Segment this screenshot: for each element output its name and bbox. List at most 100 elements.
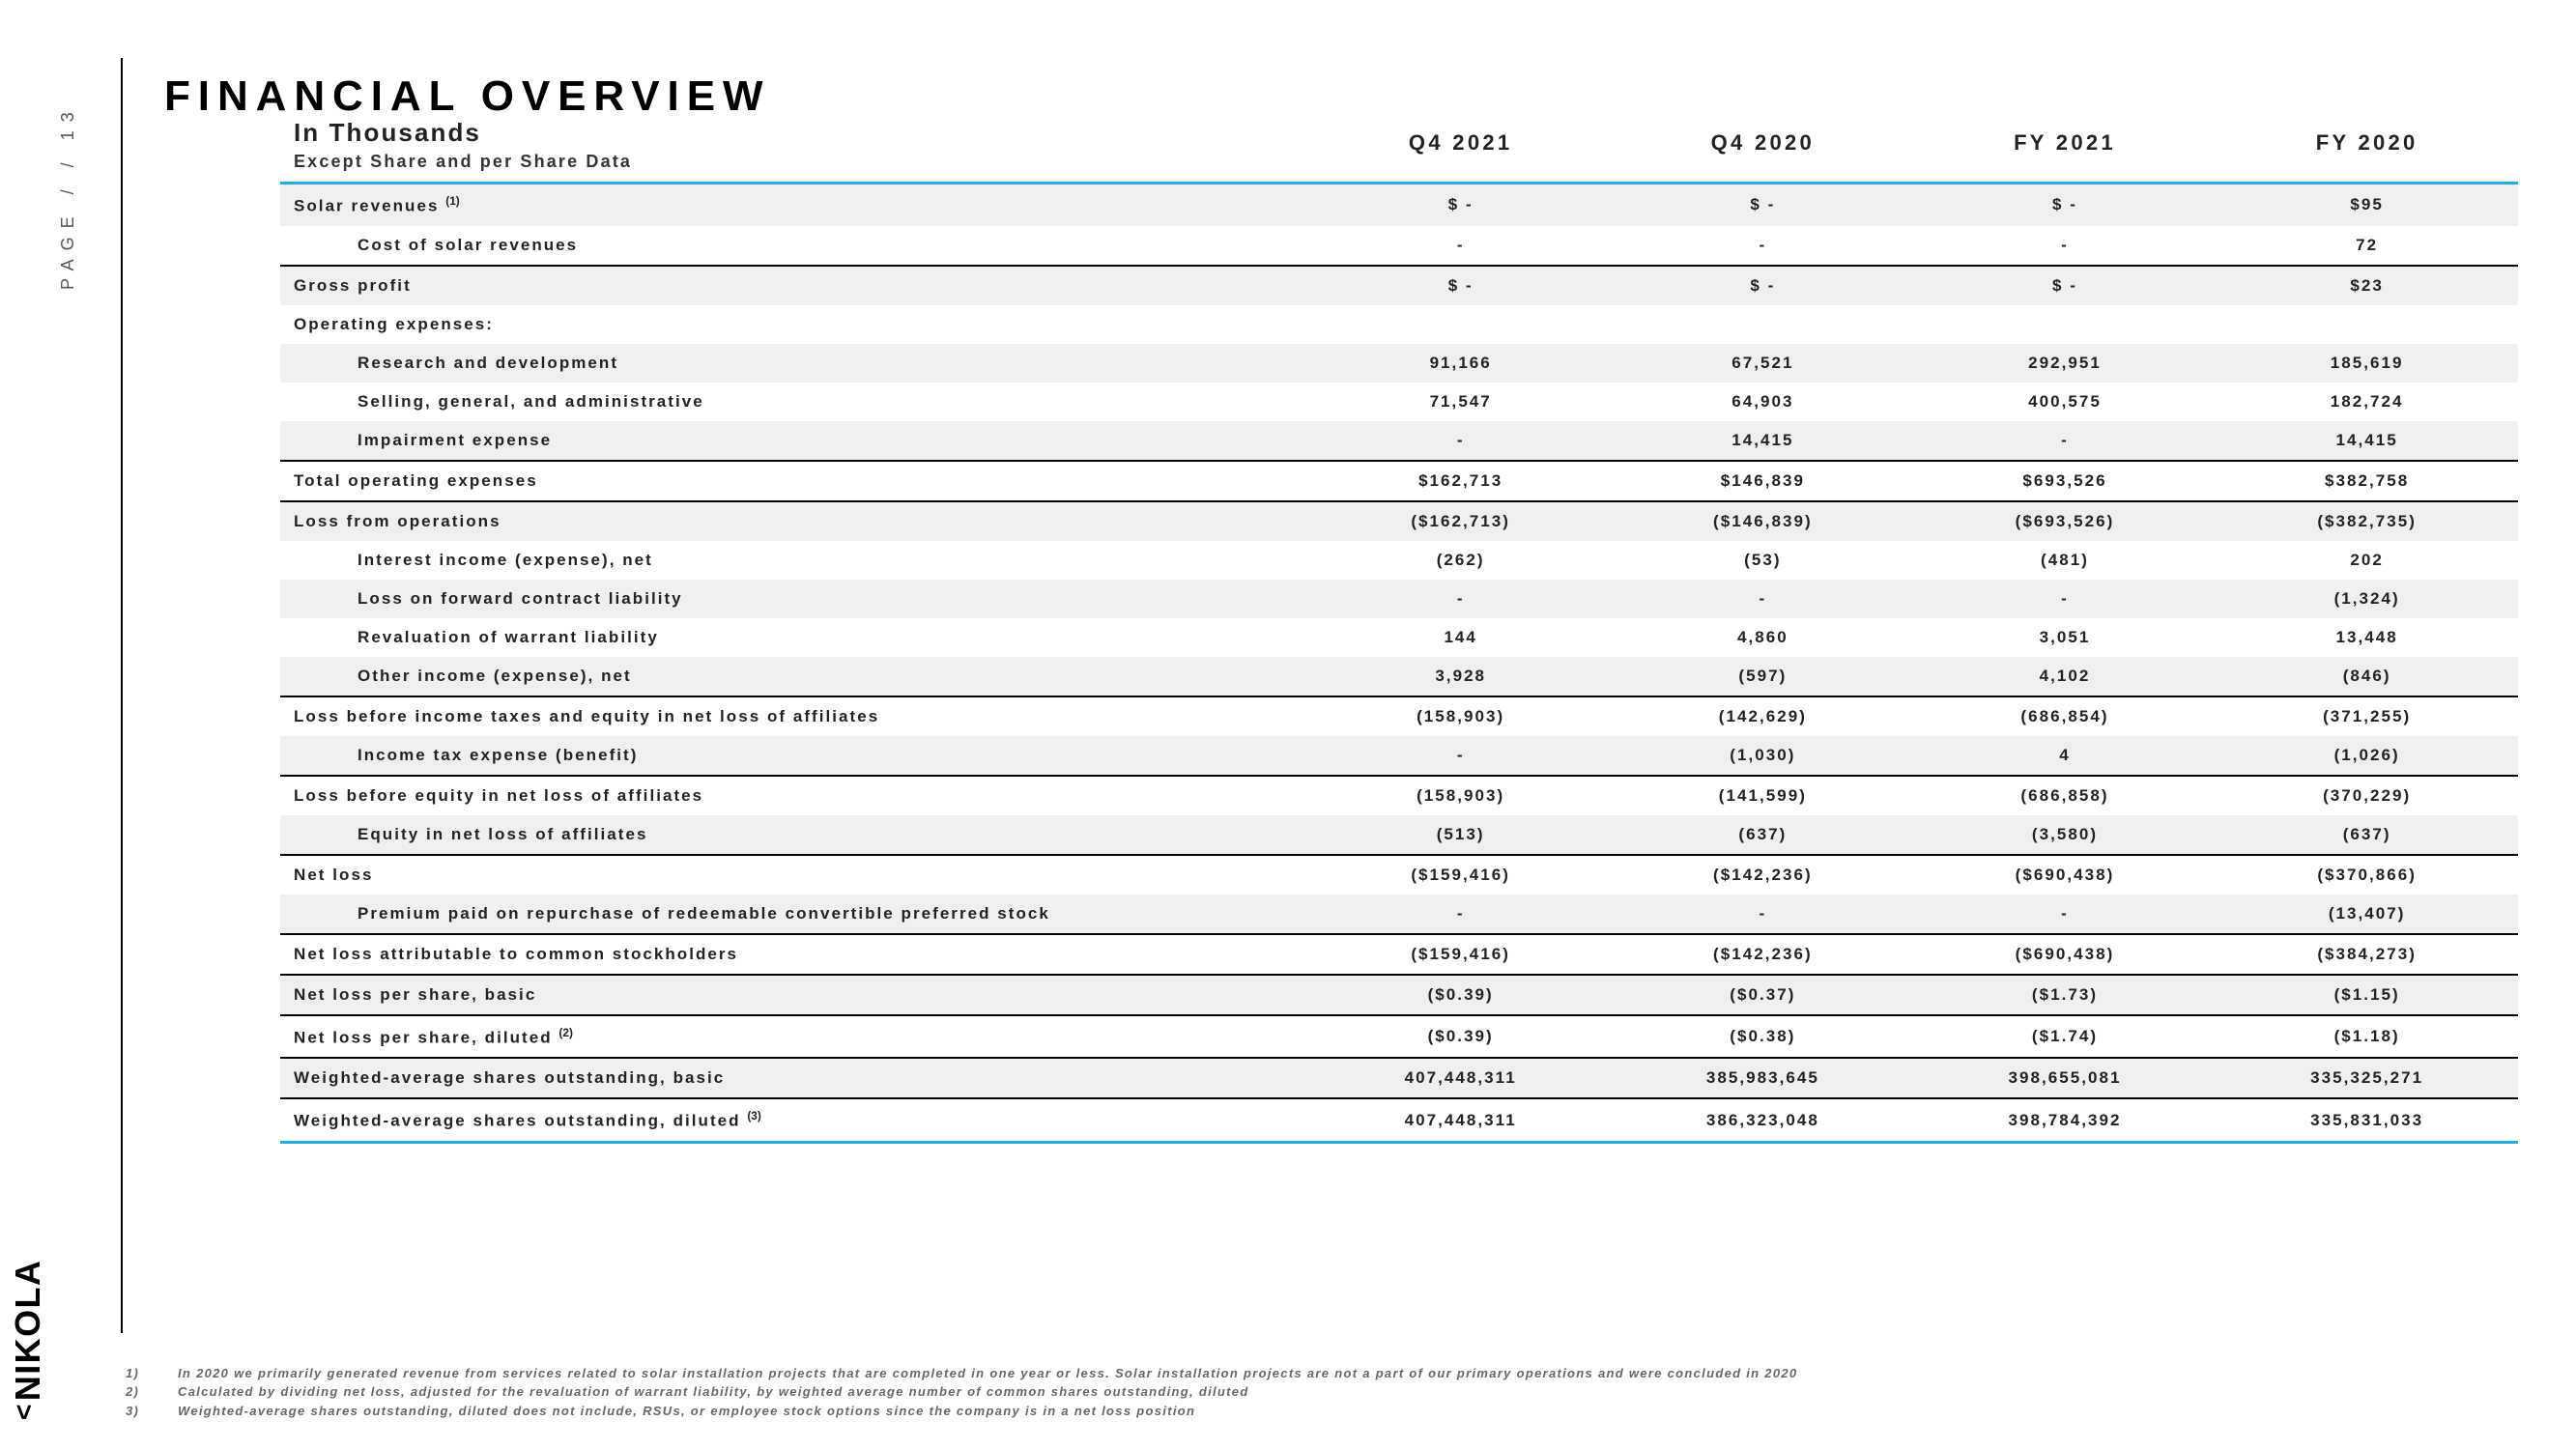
cell-value: 398,655,081: [1914, 1058, 2217, 1098]
col-header-3: FY 2020: [2216, 108, 2518, 184]
cell-value: -: [1309, 421, 1612, 461]
table-row: Revaluation of warrant liability1444,860…: [280, 618, 2518, 657]
cell-value: -: [1309, 736, 1612, 776]
cell-value: $382,758: [2216, 461, 2518, 501]
cell-value: (686,858): [1914, 776, 2217, 815]
table-header-row: In Thousands Except Share and per Share …: [280, 108, 2518, 184]
row-label: Total operating expenses: [280, 461, 1309, 501]
row-label: Loss on forward contract liability: [280, 580, 1309, 618]
cell-value: (13,407): [2216, 895, 2518, 934]
cell-value: (1,030): [1612, 736, 1914, 776]
cell-value: 4: [1914, 736, 2217, 776]
table-row: Solar revenues (1)$ -$ -$ -$95: [280, 184, 2518, 226]
cell-value: $ -: [1309, 184, 1612, 226]
cell-value: (262): [1309, 541, 1612, 580]
cell-value: -: [1612, 226, 1914, 266]
footnote-line: 3)Weighted-average shares outstanding, d…: [126, 1402, 2537, 1421]
row-label: Gross profit: [280, 266, 1309, 305]
col-header-2: FY 2021: [1914, 108, 2217, 184]
cell-value: $146,839: [1612, 461, 1914, 501]
table-header-label-cell: In Thousands Except Share and per Share …: [280, 108, 1309, 184]
row-label: Net loss attributable to common stockhol…: [280, 934, 1309, 975]
row-label: Loss before income taxes and equity in n…: [280, 696, 1309, 736]
cell-value: 14,415: [1612, 421, 1914, 461]
cell-value: ($1.74): [1914, 1015, 2217, 1059]
row-label: Income tax expense (benefit): [280, 736, 1309, 776]
cell-value: -: [1612, 895, 1914, 934]
cell-value: [1309, 305, 1612, 344]
table-row: Loss on forward contract liability---(1,…: [280, 580, 2518, 618]
cell-value: (597): [1612, 657, 1914, 696]
cell-value: $ -: [1612, 266, 1914, 305]
table-subtitle: In Thousands: [294, 118, 1296, 148]
financial-table: In Thousands Except Share and per Share …: [280, 108, 2518, 1144]
cell-value: $693,526: [1914, 461, 2217, 501]
row-label: Operating expenses:: [280, 305, 1309, 344]
row-label: Premium paid on repurchase of redeemable…: [280, 895, 1309, 934]
cell-value: 335,325,271: [2216, 1058, 2518, 1098]
cell-value: 398,784,392: [1914, 1098, 2217, 1142]
cell-value: ($0.39): [1309, 1015, 1612, 1059]
table-row: Premium paid on repurchase of redeemable…: [280, 895, 2518, 934]
footnote-text: Weighted-average shares outstanding, dil…: [178, 1402, 1195, 1421]
footnote-text: Calculated by dividing net loss, adjuste…: [178, 1382, 1249, 1402]
cell-value: $ -: [1612, 184, 1914, 226]
cell-value: (141,599): [1612, 776, 1914, 815]
table-row: Net loss per share, diluted (2)($0.39)($…: [280, 1015, 2518, 1059]
col-header-0: Q4 2021: [1309, 108, 1612, 184]
cell-value: (637): [1612, 815, 1914, 855]
table-row: Other income (expense), net3,928(597)4,1…: [280, 657, 2518, 696]
cell-value: (371,255): [2216, 696, 2518, 736]
table-row: Operating expenses:: [280, 305, 2518, 344]
table-row: Net loss per share, basic($0.39)($0.37)(…: [280, 975, 2518, 1015]
row-label: Equity in net loss of affiliates: [280, 815, 1309, 855]
cell-value: ($142,236): [1612, 934, 1914, 975]
cell-value: [1914, 305, 2217, 344]
cell-value: $ -: [1309, 266, 1612, 305]
table-subsubtitle: Except Share and per Share Data: [294, 152, 1296, 172]
cell-value: 3,928: [1309, 657, 1612, 696]
cell-value: [2216, 305, 2518, 344]
cell-value: 144: [1309, 618, 1612, 657]
row-label: Weighted-average shares outstanding, dil…: [280, 1098, 1309, 1142]
table-row: Impairment expense-14,415-14,415: [280, 421, 2518, 461]
table-row: Loss before equity in net loss of affili…: [280, 776, 2518, 815]
cell-value: 71,547: [1309, 383, 1612, 421]
cell-value: ($0.37): [1612, 975, 1914, 1015]
table-row: Gross profit$ -$ -$ -$23: [280, 266, 2518, 305]
table-row: Net loss attributable to common stockhol…: [280, 934, 2518, 975]
financial-table-region: In Thousands Except Share and per Share …: [280, 155, 2518, 1144]
table-row: Cost of solar revenues---72: [280, 226, 2518, 266]
cell-value: 91,166: [1309, 344, 1612, 383]
row-label: Cost of solar revenues: [280, 226, 1309, 266]
cell-value: -: [1914, 580, 2217, 618]
cell-value: -: [1612, 580, 1914, 618]
cell-value: -: [1309, 895, 1612, 934]
cell-value: (53): [1612, 541, 1914, 580]
footnote-ref: (2): [558, 1026, 573, 1039]
cell-value: ($0.38): [1612, 1015, 1914, 1059]
cell-value: 185,619: [2216, 344, 2518, 383]
cell-value: ($159,416): [1309, 934, 1612, 975]
cell-value: ($159,416): [1309, 855, 1612, 895]
row-label: Net loss per share, diluted (2): [280, 1015, 1309, 1059]
row-label: Research and development: [280, 344, 1309, 383]
table-row: Interest income (expense), net(262)(53)(…: [280, 541, 2518, 580]
cell-value: 13,448: [2216, 618, 2518, 657]
row-label: Revaluation of warrant liability: [280, 618, 1309, 657]
cell-value: 67,521: [1612, 344, 1914, 383]
cell-value: (846): [2216, 657, 2518, 696]
cell-value: $ -: [1914, 184, 2217, 226]
cell-value: 72: [2216, 226, 2518, 266]
cell-value: 14,415: [2216, 421, 2518, 461]
table-row: Income tax expense (benefit)-(1,030)4(1,…: [280, 736, 2518, 776]
cell-value: ($690,438): [1914, 934, 2217, 975]
col-header-1: Q4 2020: [1612, 108, 1914, 184]
cell-value: 182,724: [2216, 383, 2518, 421]
cell-value: -: [1309, 580, 1612, 618]
cell-value: ($142,236): [1612, 855, 1914, 895]
footnote-ref: (3): [747, 1109, 761, 1122]
footnote-line: 1)In 2020 we primarily generated revenue…: [126, 1364, 2537, 1383]
table-row: Total operating expenses$162,713$146,839…: [280, 461, 2518, 501]
cell-value: (158,903): [1309, 696, 1612, 736]
